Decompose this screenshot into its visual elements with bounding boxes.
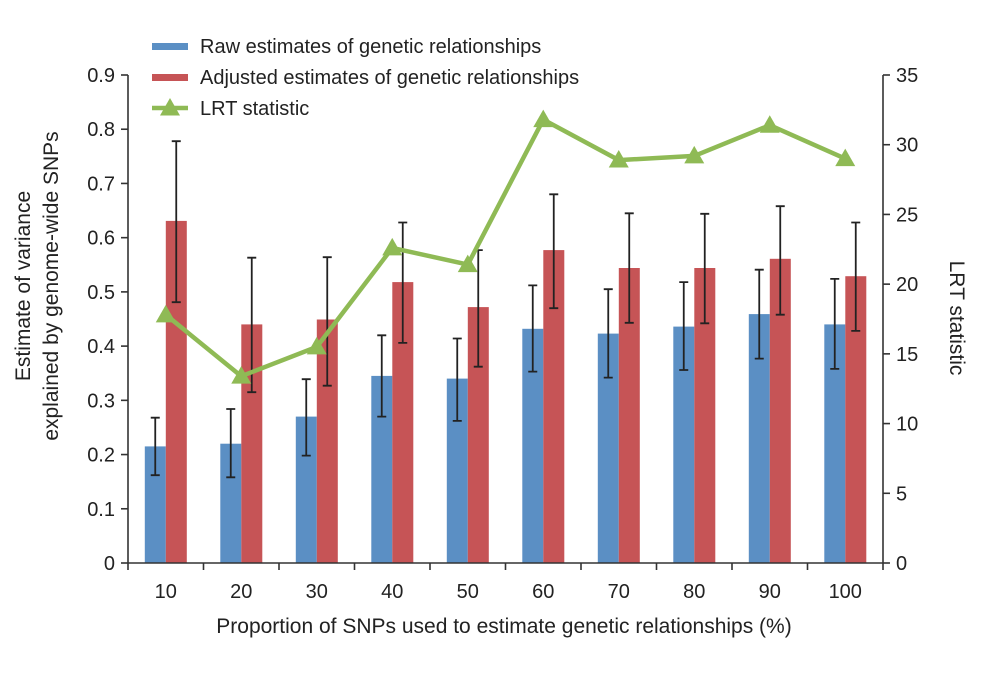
bar-raw-40: [371, 375, 393, 563]
y-tick-label: 0.9: [87, 65, 115, 87]
bar-raw-90: [748, 314, 770, 563]
x-tick-label: 60: [532, 581, 554, 603]
legend-label-adjusted: Adjusted estimates of genetic relationsh…: [200, 67, 579, 89]
lrt-marker-40: [382, 237, 403, 256]
x-axis-title: Proportion of SNPs used to estimate gene…: [216, 615, 791, 638]
error-bar-raw-70: [603, 288, 613, 379]
error-bar-raw-50: [452, 337, 462, 422]
lrt-marker-90: [759, 115, 780, 133]
error-bar-adjusted-10: [171, 140, 181, 304]
error-bar-raw-30: [301, 378, 311, 457]
error-bar-raw-10: [150, 416, 160, 477]
y2-tick-label: 25: [896, 204, 918, 226]
bar-adjusted-80: [694, 268, 716, 563]
lrt-marker-50: [457, 254, 478, 273]
lrt-line-layer: [155, 109, 856, 384]
y2-tick-label: 0: [896, 553, 907, 575]
lrt-marker-60: [533, 109, 554, 128]
bar-adjusted-60: [543, 250, 565, 563]
bar-adjusted-20: [241, 324, 263, 563]
y-tick-label: 0.2: [87, 445, 115, 467]
legend-swatch-marker-lrt: [160, 98, 180, 116]
lrt-statistic-line: [164, 117, 847, 379]
x-tick-label: 100: [829, 581, 862, 603]
error-bar-adjusted-30: [322, 256, 332, 387]
error-bar-adjusted-70: [624, 212, 634, 324]
y-tick-label: 0.4: [87, 336, 115, 358]
bar-raw-60: [522, 328, 544, 563]
legend-swatch-adjusted: [152, 74, 188, 81]
x-tick-label: 50: [457, 581, 479, 603]
x-tick-label: 20: [230, 581, 252, 603]
y-tick-label: 0.7: [87, 173, 115, 195]
bar-adjusted-50: [467, 307, 489, 563]
lrt-marker-70: [608, 150, 629, 168]
y-tick-label: 0.8: [87, 119, 115, 141]
x-tick-label: 40: [381, 581, 403, 603]
y-tick-label: 0: [104, 553, 115, 575]
bar-adjusted-30: [316, 319, 338, 563]
bar-raw-30: [295, 416, 317, 563]
error-bar-adjusted-100: [851, 221, 861, 332]
y-tick-label: 0.5: [87, 282, 115, 304]
error-bars-layer: [150, 140, 861, 479]
bar-adjusted-90: [769, 258, 791, 563]
bar-adjusted-100: [845, 276, 867, 563]
legend-label-lrt: LRT statistic: [200, 98, 309, 120]
lrt-marker-30: [306, 336, 327, 355]
error-bar-raw-100: [830, 278, 840, 370]
error-bar-raw-60: [528, 284, 538, 373]
y2-tick-label: 30: [896, 135, 918, 157]
bar-raw-20: [220, 443, 242, 563]
lrt-marker-80: [684, 145, 705, 164]
error-bar-raw-40: [377, 334, 387, 418]
lrt-marker-100: [835, 148, 856, 167]
x-tick-label: 70: [608, 581, 630, 603]
y-axis-title-line-2: explained by genome-wide SNPs: [40, 131, 63, 440]
bar-raw-100: [824, 324, 846, 563]
lrt-marker-20: [231, 366, 252, 384]
bar-raw-70: [597, 333, 619, 563]
y2-tick-label: 20: [896, 274, 918, 296]
error-bar-adjusted-60: [549, 193, 559, 310]
legend-swatch-raw: [152, 43, 188, 50]
error-bar-adjusted-90: [775, 205, 785, 316]
bar-adjusted-70: [618, 268, 640, 563]
bar-adjusted-10: [165, 220, 187, 563]
legend-label-raw: Raw estimates of genetic relationships: [200, 36, 541, 58]
y2-tick-label: 10: [896, 414, 918, 436]
y2-tick-label: 35: [896, 65, 918, 87]
x-tick-label: 10: [155, 581, 177, 603]
legend: Raw estimates of genetic relationships Ad…: [152, 36, 579, 120]
bar-raw-50: [446, 378, 468, 563]
bar-adjusted-40: [392, 282, 414, 563]
error-bar-raw-20: [226, 408, 236, 479]
bar-raw-10: [144, 446, 166, 563]
bar-raw-80: [673, 326, 695, 563]
y-tick-label: 0.6: [87, 228, 115, 250]
y-axis-title-line-1: Estimate of variance: [12, 191, 35, 381]
error-bar-raw-80: [679, 281, 689, 371]
axes-layer: 0 0.1 0.2 0.3 0.4 0.5 0.6 0.7 0.8 0.9 0 5 10 15 20 25 30…: [87, 65, 918, 603]
bars-layer: [144, 220, 867, 563]
y2-tick-label: 15: [896, 344, 918, 366]
error-bar-adjusted-40: [398, 221, 408, 344]
x-tick-label: 90: [759, 581, 781, 603]
y2-tick-label: 5: [896, 483, 907, 505]
error-bar-adjusted-80: [700, 212, 710, 325]
y-tick-label: 0.3: [87, 390, 115, 412]
x-tick-label: 30: [306, 581, 328, 603]
axis-titles: Proportion of SNPs used to estimate gene…: [12, 131, 968, 638]
lrt-marker-10: [155, 304, 176, 323]
error-bar-raw-90: [754, 268, 764, 360]
x-tick-label: 80: [683, 581, 705, 603]
y2-axis-title: LRT statistic: [945, 261, 968, 376]
y-tick-label: 0.1: [87, 499, 115, 521]
